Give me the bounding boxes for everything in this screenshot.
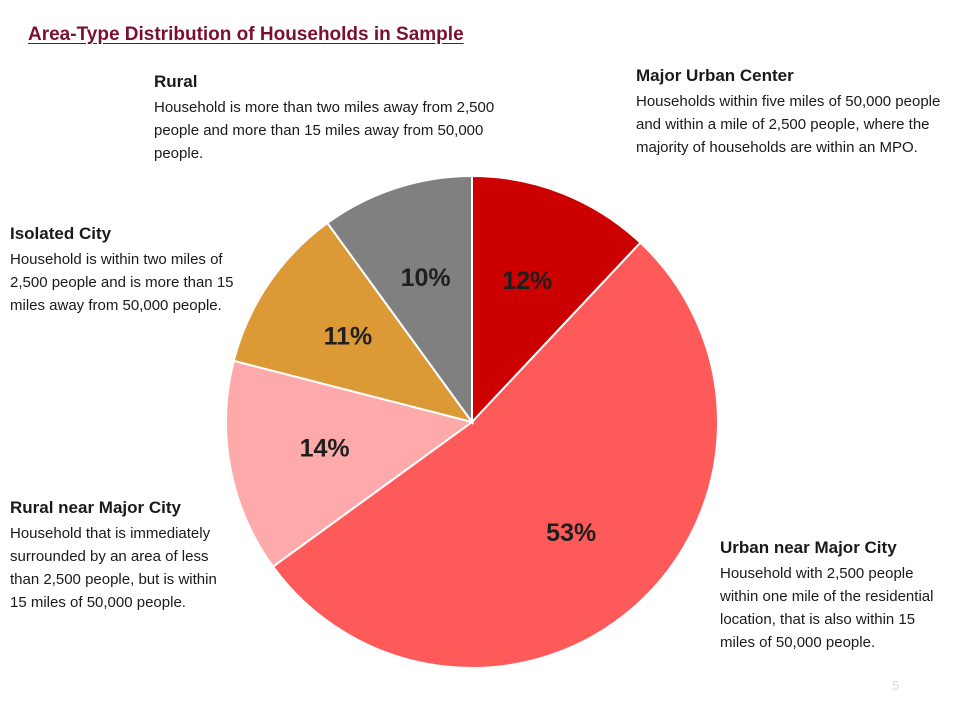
category-description: Household is more than two miles away fr…: [154, 99, 495, 162]
category-rural-near-major-city: Rural near Major City Household that is …: [10, 498, 225, 614]
category-description: Household is within two miles of 2,500 p…: [10, 251, 234, 314]
page-number: 5: [892, 678, 900, 693]
category-label: Rural near Major City: [10, 498, 181, 517]
category-description: Household that is immediately surrounded…: [10, 525, 217, 611]
pie-slice-label: 53%: [546, 519, 596, 547]
category-isolated-city: Isolated City Household is within two mi…: [10, 224, 242, 317]
category-description: Household with 2,500 people within one m…: [720, 565, 934, 651]
pie-slice-label: 14%: [300, 435, 350, 463]
pie-slice-label: 11%: [324, 322, 373, 350]
pie-slice-major-urban-center: [471, 174, 642, 425]
category-label: Urban near Major City: [720, 538, 897, 557]
pie-slice-rural: [326, 174, 473, 426]
category-label: Major Urban Center: [636, 66, 794, 85]
category-label: Isolated City: [10, 224, 112, 243]
pie-slice-rural-near-major-city: [225, 359, 475, 568]
pie-slice-urban-near-major-city: [271, 241, 719, 669]
pie-slice-label: 12%: [502, 267, 552, 295]
category-description: Households within five miles of 50,000 p…: [636, 93, 941, 156]
pie-slice-label: 10%: [401, 264, 451, 292]
category-label: Rural: [154, 72, 198, 91]
category-rural: Rural Household is more than two miles a…: [154, 72, 514, 165]
pie-slice-isolated-city: [232, 221, 475, 424]
category-urban-near-major-city: Urban near Major City Household with 2,5…: [720, 538, 952, 654]
slide-title: Area-Type Distribution of Households in …: [28, 24, 464, 45]
category-major-urban-center: Major Urban Center Households within fiv…: [636, 66, 946, 159]
